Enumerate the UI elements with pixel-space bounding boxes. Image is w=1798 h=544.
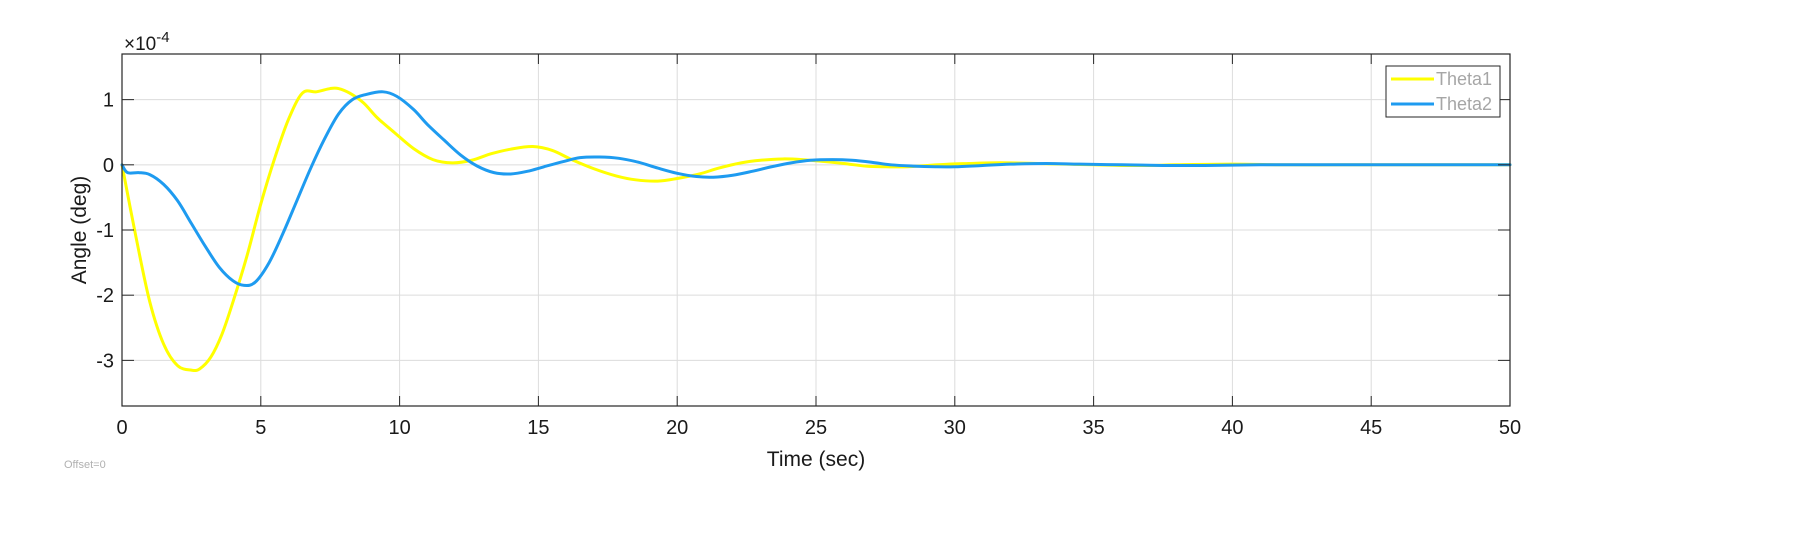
x-axis-label: Time (sec) (767, 448, 865, 471)
y-axis-label: Angle (deg) (68, 176, 91, 285)
y-multiplier-label: ×10-4 (124, 29, 170, 55)
y-tick-label: 1 (103, 90, 114, 112)
x-tick-label: 5 (255, 417, 266, 439)
ticks (121, 54, 1511, 406)
legend-entry-theta1: Theta1 (1436, 69, 1492, 89)
x-tick-label: 50 (1499, 417, 1521, 439)
y-tick-label: -2 (96, 285, 114, 307)
x-tick-label: 35 (1082, 417, 1104, 439)
x-tick-label: 15 (527, 417, 549, 439)
legend-box (1385, 65, 1501, 118)
y-tick-label: 0 (103, 155, 114, 177)
offset-label: Offset=0 (64, 459, 106, 471)
legend[interactable]: Theta1 Theta2 (1385, 65, 1501, 118)
series-lines (120, 86, 1512, 373)
tick-labels: 0 5 10 15 20 25 30 35 40 45 50 -3 -2 -1 0 1 (96, 90, 1521, 439)
x-tick-label: 40 (1221, 417, 1243, 439)
x-tick-label: 45 (1360, 417, 1382, 439)
series-line-theta2 (120, 90, 1512, 288)
x-tick-label: 30 (944, 417, 966, 439)
x-tick-label: 0 (116, 417, 127, 439)
legend-entry-theta2: Theta2 (1436, 94, 1492, 114)
y-multiplier-exponent: -4 (156, 29, 169, 46)
y-tick-label: -3 (96, 350, 114, 372)
x-tick-label: 20 (666, 417, 688, 439)
y-tick-label: -1 (96, 220, 114, 242)
x-tick-label: 25 (805, 417, 827, 439)
x-tick-label: 10 (388, 417, 410, 439)
